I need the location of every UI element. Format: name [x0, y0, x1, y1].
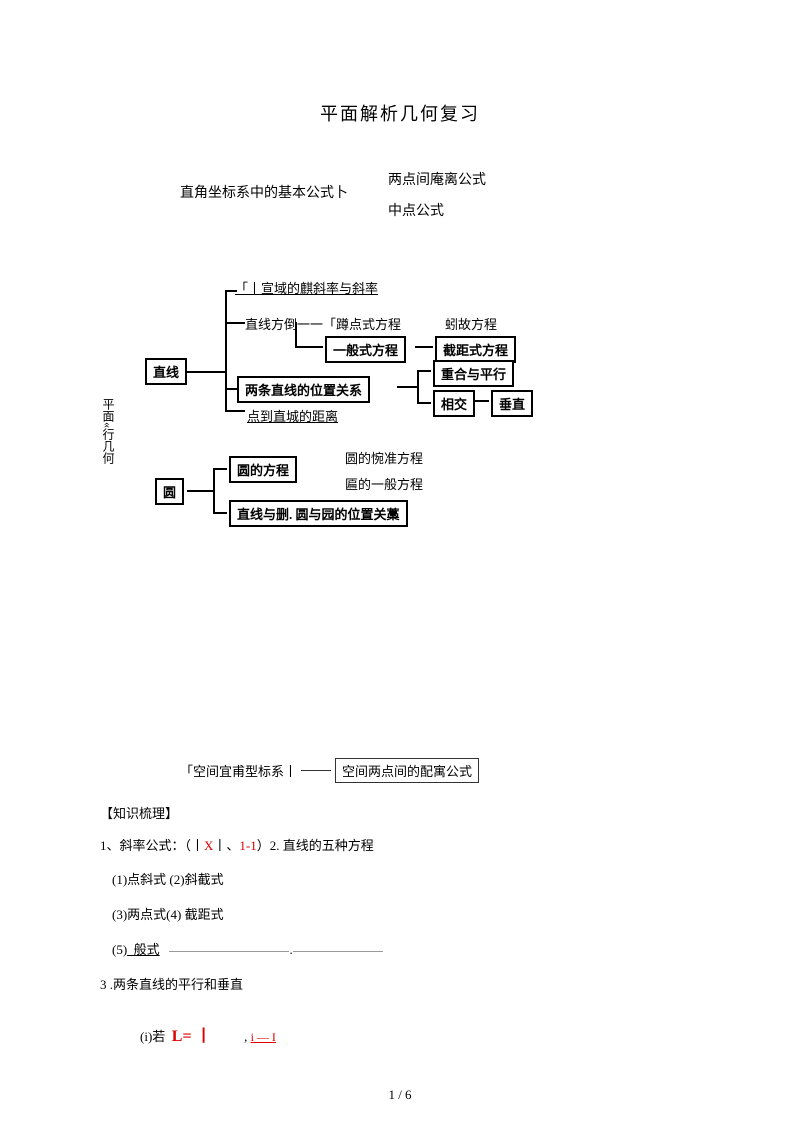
line-5: 3 .两条直线的平行和垂直 — [100, 975, 700, 996]
circle-std-label: 圆的惋准方程 — [345, 448, 423, 467]
line-4: (5)_般式 . — [112, 940, 700, 961]
line-3: (3)两点式(4) 截距式 — [112, 905, 700, 926]
line-1: 1、斜率公式：（丨X丨、1-1）2. 直线的五种方程 — [100, 836, 700, 857]
slope-label: 「丨宣域的麒斜率与斜率 — [235, 278, 378, 297]
line-eq-label: 直线方倒一一「蹲点式方程 — [245, 314, 401, 333]
midpoint-formula-label: 中点公式 — [388, 197, 486, 228]
concept-diagram: 「丨宣域的麒斜率与斜率 直线方倒一一「蹲点式方程 蚓故方程 直线 一般式方程 截… — [125, 278, 605, 578]
formula-list: 两点间庵离公式 中点公式 — [388, 166, 486, 228]
circle-eq-box: 圆的方程 — [229, 456, 297, 483]
knowledge-heading: 【知识梳理】 — [100, 803, 700, 822]
blank-2 — [293, 951, 383, 952]
vertical-subject-label: 平面«行几何 — [100, 398, 117, 578]
circle-box: 圆 — [155, 478, 184, 505]
coord-system-label: 直角坐标系中的基本公式卜 — [180, 182, 348, 202]
line-6: (i)若 L= 丨 , i — I — [140, 1024, 700, 1050]
line-2: (1)点斜式 (2)斜截式 — [112, 870, 700, 891]
page-title: 平面解析几何复习 — [100, 100, 700, 126]
diagram-container: 平面«行几何 「丨宣域的麒斜率与斜率 直线方倒一一「蹲点式方程 蚓故方程 直线 … — [100, 278, 700, 578]
page-number: 1 / 6 — [0, 1087, 800, 1103]
line-box: 直线 — [145, 358, 187, 385]
circle-rel-box: 直线与删. 圆与园的位置关藁 — [229, 500, 408, 527]
chuizhi-box: 垂直 — [491, 390, 533, 417]
chonghe-box: 重合与平行 — [433, 360, 514, 387]
space-coord-row: 「空间宜甫型标系丨 空间两点间的配寓公式 — [180, 758, 700, 783]
ax-eq-label: 蚓故方程 — [445, 314, 497, 333]
text-section: 「空间宜甫型标系丨 空间两点间的配寓公式 【知识梳理】 1、斜率公式：（丨X丨、… — [100, 758, 700, 1050]
circle-gen-label: 匾的一般方程 — [345, 474, 423, 493]
general-eq-box: 一般式方程 — [325, 336, 406, 363]
document-page: 平面解析几何复习 直角坐标系中的基本公式卜 两点间庵离公式 中点公式 平面«行几… — [0, 0, 800, 1133]
two-line-rel-box: 两条直线的位置关系 — [237, 376, 370, 403]
connector-line — [301, 770, 331, 771]
jieju-box: 截距式方程 — [435, 336, 516, 363]
distance-formula-label: 两点间庵离公式 — [388, 166, 486, 197]
space-left-label: 「空间宜甫型标系丨 — [180, 761, 297, 780]
space-right-box: 空间两点间的配寓公式 — [335, 758, 479, 783]
blank-1 — [169, 951, 289, 952]
formula-row: 直角坐标系中的基本公式卜 两点间庵离公式 中点公式 — [180, 166, 700, 228]
dist-label: 点到直城的距离 — [247, 406, 338, 425]
xiangjiao-box: 相交 — [433, 390, 475, 417]
